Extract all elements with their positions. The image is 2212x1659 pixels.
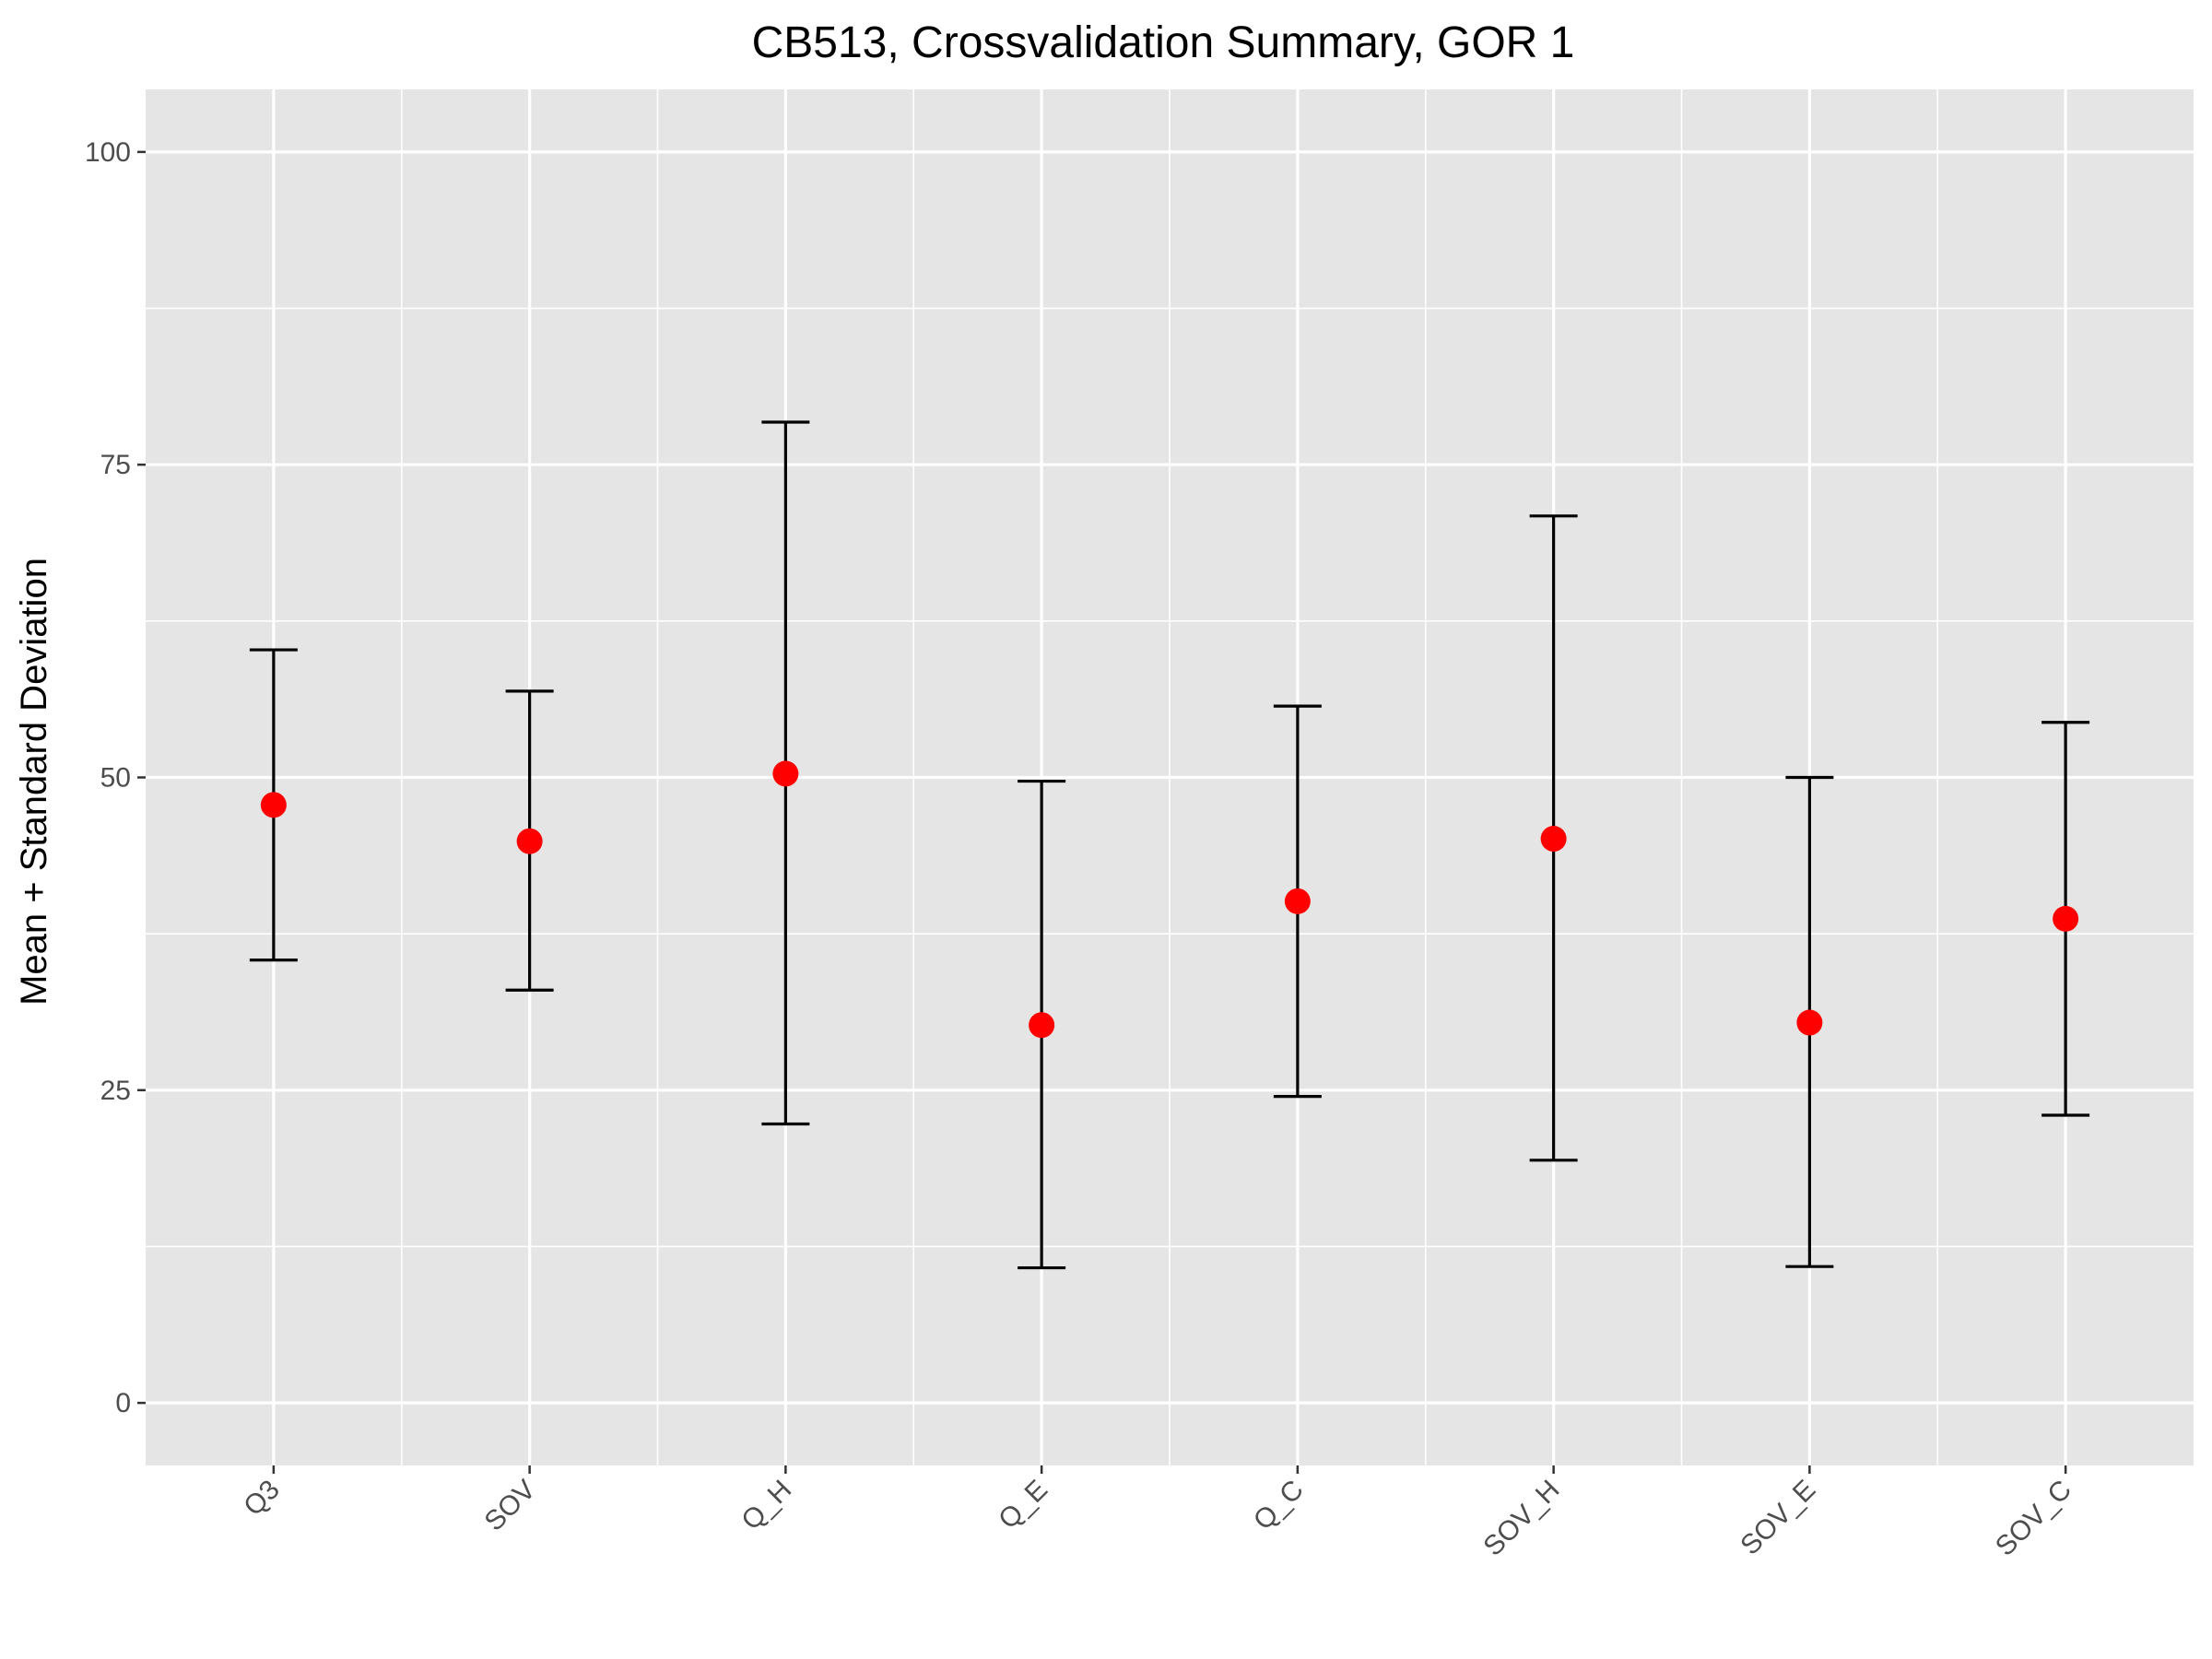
x-tick-label: SOV_C bbox=[1990, 1475, 2077, 1562]
y-tick-label: 25 bbox=[100, 1076, 131, 1106]
x-tick-label: Q_E bbox=[993, 1475, 1053, 1535]
data-point bbox=[260, 792, 287, 818]
data-point bbox=[516, 828, 543, 854]
x-tick-label: SOV_E bbox=[1735, 1475, 1821, 1561]
data-point bbox=[1540, 826, 1567, 853]
data-point bbox=[1796, 1009, 1823, 1036]
x-tick-label: SOV_H bbox=[1477, 1475, 1565, 1562]
y-tick-label: 0 bbox=[115, 1388, 131, 1418]
chart-title: CB513, Crossvalidation Summary, GOR 1 bbox=[752, 18, 1575, 67]
data-point bbox=[772, 760, 799, 787]
x-tick-label: Q3 bbox=[238, 1475, 286, 1523]
y-axis-title: Mean + Standard Deviation bbox=[14, 558, 54, 1006]
x-tick-label: Q_C bbox=[1248, 1475, 1310, 1536]
y-tick-label: 100 bbox=[85, 137, 131, 168]
data-point bbox=[2053, 905, 2079, 932]
x-tick-label: SOV bbox=[478, 1475, 541, 1537]
x-tick-label: Q_H bbox=[735, 1475, 797, 1536]
data-point bbox=[1029, 1012, 1055, 1039]
y-tick-label: 75 bbox=[100, 450, 131, 480]
y-tick-label: 50 bbox=[100, 763, 131, 794]
marks-layer bbox=[249, 420, 2090, 1270]
data-point bbox=[1284, 888, 1311, 914]
